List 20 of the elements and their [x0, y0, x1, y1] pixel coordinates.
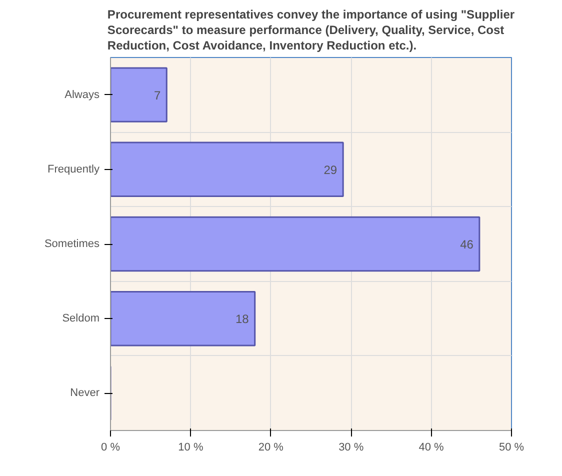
chart-title: Procurement representatives convey the importance of using "Supplier Scorecards" to measure performance (Delivery, Quality, Service, Cost Reduction, Cost Avoidance, Inventory Reduction etc.).	[107, 8, 515, 52]
y-tick-label: Seldom	[62, 312, 100, 325]
bar	[110, 142, 344, 198]
x-tick-label: 50 %	[498, 442, 524, 454]
bar	[110, 216, 480, 272]
y-tick-label: Frequently	[48, 163, 100, 176]
data-label: 46	[460, 238, 474, 252]
x-tick-label: 40 %	[418, 442, 444, 454]
x-tick-label: 0 %	[101, 442, 120, 454]
y-tick-label: Sometimes	[44, 238, 100, 250]
x-tick-label: 10 %	[178, 442, 204, 454]
data-label: 18	[236, 312, 250, 326]
data-label: 29	[324, 162, 338, 177]
x-tick-label: 30 %	[338, 442, 364, 454]
y-tick-label: Always	[64, 88, 100, 101]
bar	[110, 290, 256, 346]
y-tick-label: Never	[70, 387, 100, 400]
x-tick-label: 20 %	[258, 442, 284, 454]
data-label: 7	[154, 88, 161, 102]
bar	[110, 67, 168, 122]
